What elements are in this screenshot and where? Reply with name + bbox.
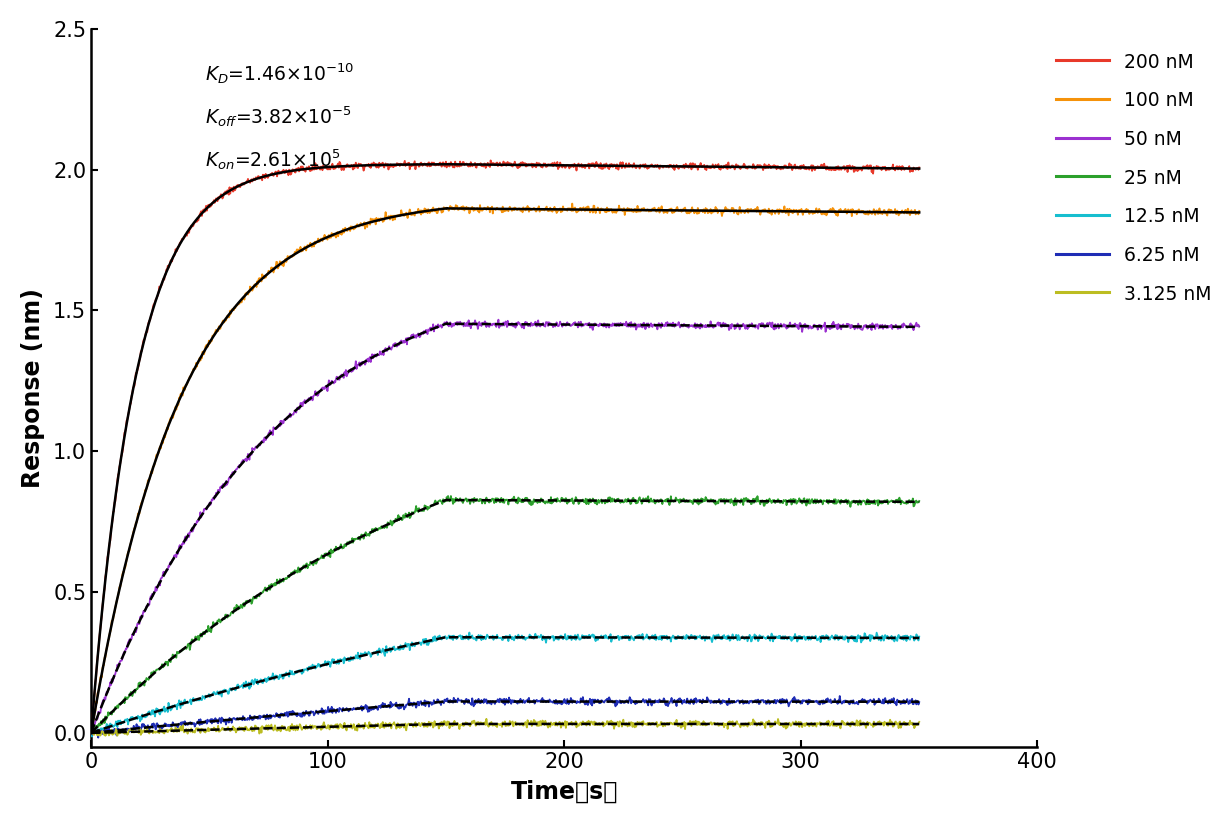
X-axis label: Time（s）: Time（s） [510,780,618,804]
Text: $K_{on}$=2.61×10$^{5}$: $K_{on}$=2.61×10$^{5}$ [205,148,340,172]
Y-axis label: Response (nm): Response (nm) [21,288,44,488]
Legend: 200 nM, 100 nM, 50 nM, 25 nM, 12.5 nM, 6.25 nM, 3.125 nM: 200 nM, 100 nM, 50 nM, 25 nM, 12.5 nM, 6… [1056,53,1211,304]
Text: $K_D$=1.46×10$^{-10}$: $K_D$=1.46×10$^{-10}$ [205,61,354,86]
Text: $K_{off}$=3.82×10$^{-5}$: $K_{off}$=3.82×10$^{-5}$ [205,104,351,129]
